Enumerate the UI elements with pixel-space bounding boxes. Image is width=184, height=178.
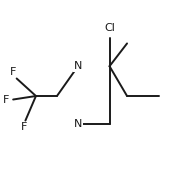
- Text: F: F: [10, 67, 16, 77]
- Text: F: F: [3, 95, 10, 104]
- Text: N: N: [74, 119, 82, 129]
- Text: F: F: [20, 122, 27, 132]
- Text: Cl: Cl: [104, 23, 115, 33]
- Text: N: N: [74, 61, 82, 71]
